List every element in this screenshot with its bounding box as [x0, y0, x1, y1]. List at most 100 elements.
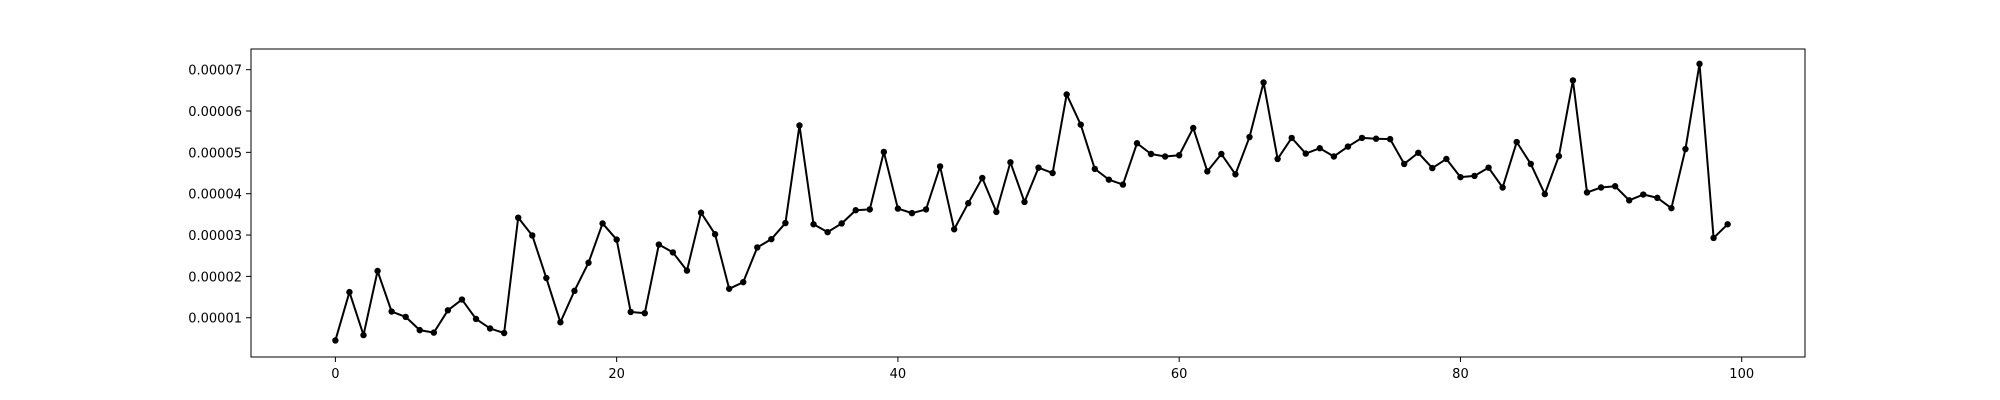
- x-tick-label: 100: [1729, 367, 1754, 382]
- data-point: [740, 278, 747, 286]
- data-point: [782, 219, 789, 227]
- data-point: [1415, 149, 1422, 156]
- data-point: [1147, 150, 1155, 158]
- data-point: [1105, 176, 1113, 183]
- data-point: [1513, 138, 1520, 146]
- data-point: [374, 267, 381, 275]
- data-point: [754, 244, 761, 251]
- data-point: [711, 231, 719, 238]
- data-point: [1077, 121, 1084, 128]
- data-point: [571, 287, 578, 295]
- data-point: [1668, 204, 1675, 212]
- data-point: [430, 329, 438, 336]
- data-point: [416, 326, 423, 334]
- data-point: [922, 206, 930, 213]
- data-point: [557, 319, 564, 326]
- data-point: [979, 174, 986, 182]
- data-point: [1569, 77, 1577, 84]
- data-point: [725, 285, 733, 292]
- data-point: [1527, 160, 1534, 168]
- data-point: [1499, 184, 1506, 191]
- data-point: [515, 214, 522, 221]
- data-point: [1611, 183, 1619, 190]
- y-tick-label: 0.00002: [188, 270, 242, 285]
- data-point: [641, 309, 648, 317]
- y-tick-label: 0.00007: [188, 64, 242, 79]
- data-point: [529, 232, 536, 239]
- data-point: [1316, 145, 1324, 152]
- data-point: [1696, 60, 1703, 68]
- data-point: [1175, 152, 1183, 159]
- data-point: [444, 307, 452, 314]
- data-point: [810, 221, 817, 228]
- data-point: [1372, 135, 1380, 142]
- data-point: [1555, 152, 1563, 160]
- data-point: [1443, 155, 1450, 163]
- data-point: [1626, 197, 1633, 204]
- data-point: [346, 288, 353, 296]
- plot-frame: [250, 48, 1806, 358]
- series-line: [334, 62, 1729, 341]
- data-point: [1485, 164, 1492, 171]
- data-point: [936, 163, 944, 170]
- data-point: [585, 259, 592, 266]
- data-point: [458, 296, 466, 303]
- data-point: [669, 249, 677, 256]
- y-tick-label: 0.00004: [188, 188, 242, 203]
- data-point: [1232, 171, 1239, 178]
- data-point: [1583, 189, 1591, 196]
- data-point: [1457, 173, 1464, 181]
- data-point: [1400, 160, 1408, 168]
- data-points: [332, 60, 1731, 344]
- data-point: [965, 200, 972, 207]
- x-tick-label: 80: [1452, 367, 1469, 382]
- data-point: [950, 226, 958, 233]
- x-tick-label: 0: [331, 367, 339, 382]
- data-point: [332, 337, 339, 344]
- data-point: [1049, 169, 1056, 177]
- data-point: [1654, 194, 1661, 202]
- data-point: [697, 209, 705, 216]
- y-axis-ticks: 0.00001 0.00002 0.00003 0.00004 0.00005 0.000…: [188, 64, 251, 327]
- data-point: [880, 148, 888, 156]
- data-point: [1358, 134, 1366, 142]
- data-point: [1302, 150, 1309, 157]
- data-point: [1035, 164, 1042, 171]
- data-point: [894, 205, 902, 212]
- data-point: [1344, 143, 1352, 150]
- x-tick-label: 40: [890, 367, 907, 382]
- data-point: [472, 315, 480, 323]
- x-tick-label: 20: [608, 367, 625, 382]
- data-point: [993, 208, 1000, 216]
- data-point: [1161, 153, 1169, 160]
- data-point: [599, 220, 606, 227]
- data-point: [1597, 184, 1605, 191]
- data-point: [1246, 133, 1253, 141]
- data-point: [1204, 168, 1211, 175]
- x-tick-label: 60: [1171, 367, 1188, 382]
- data-point: [1091, 165, 1099, 173]
- data-point: [1471, 172, 1478, 180]
- data-point: [1021, 198, 1028, 206]
- data-point: [866, 206, 873, 213]
- data-point: [1682, 145, 1689, 153]
- data-point: [824, 228, 831, 236]
- data-point: [402, 313, 409, 321]
- data-point: [613, 236, 620, 243]
- data-point: [360, 331, 367, 339]
- data-point: [1133, 140, 1141, 147]
- data-point: [1429, 164, 1436, 172]
- data-point: [1288, 134, 1295, 142]
- data-point: [838, 220, 845, 227]
- data-point: [655, 241, 663, 248]
- y-tick-label: 0.00001: [188, 312, 242, 327]
- data-point: [1274, 155, 1281, 163]
- y-tick-label: 0.00005: [188, 146, 242, 161]
- y-tick-label: 0.00003: [188, 229, 242, 244]
- data-point: [908, 209, 916, 217]
- data-point: [683, 267, 691, 274]
- data-point: [627, 308, 634, 316]
- data-point: [852, 207, 859, 214]
- x-axis-ticks: 0 20 40 60 80 100: [331, 357, 1754, 382]
